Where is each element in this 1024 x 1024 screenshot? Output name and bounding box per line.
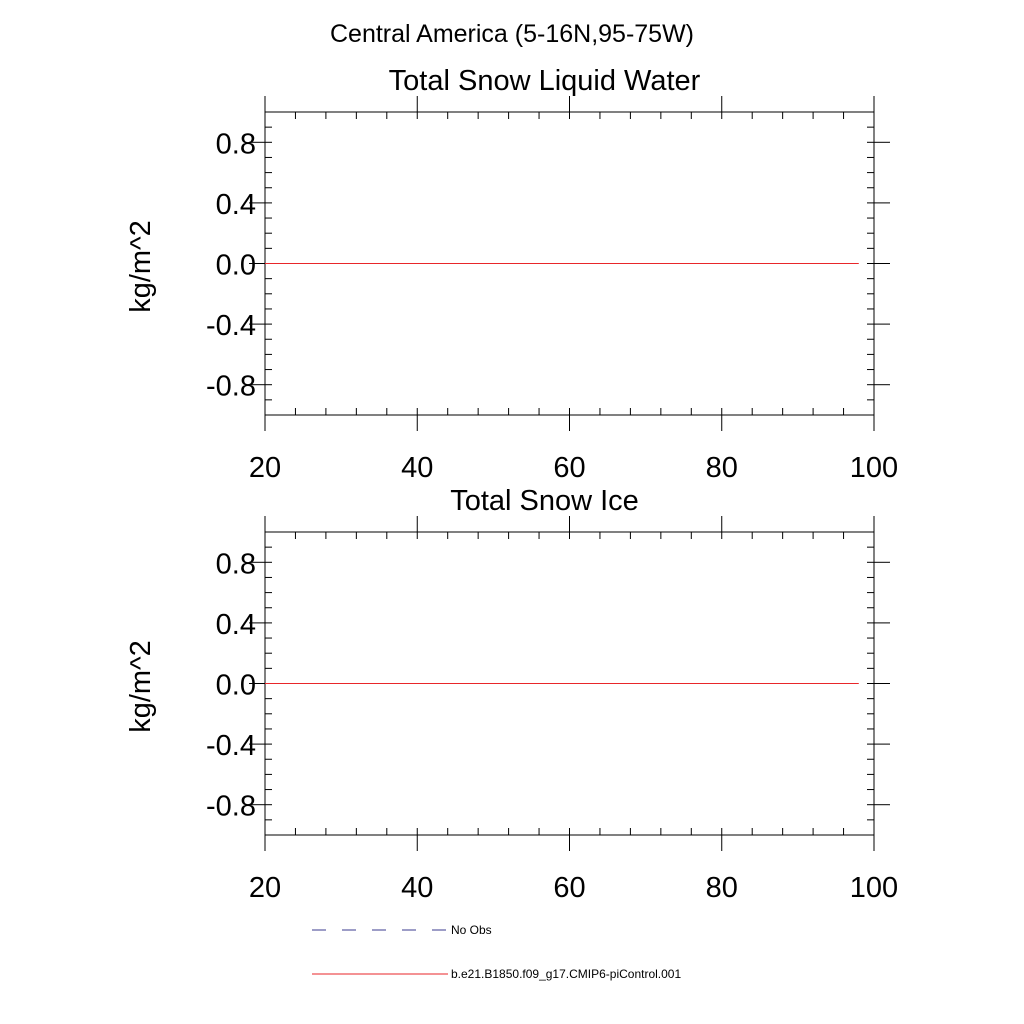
y-tick-label: -0.4: [206, 310, 256, 342]
y-axis-label: kg/m^2: [125, 640, 157, 733]
x-tick-label: 80: [706, 872, 738, 904]
x-tick-label: 60: [553, 452, 585, 484]
x-tick-label: 20: [249, 872, 281, 904]
y-tick-label: -0.4: [206, 730, 256, 762]
x-tick-label: 40: [401, 452, 433, 484]
figure-title: Central America (5-16N,95-75W): [330, 20, 694, 48]
y-axis-label: kg/m^2: [125, 220, 157, 313]
legend-label-model: b.e21.B1850.f09_g17.CMIP6-piControl.001: [451, 967, 681, 981]
legend-label-no-obs: No Obs: [451, 923, 492, 937]
panel-title: Total Snow Ice: [450, 485, 639, 517]
y-tick-label: 0.4: [216, 189, 256, 221]
x-tick-label: 20: [249, 452, 281, 484]
y-tick-label: 0.4: [216, 609, 256, 641]
x-tick-label: 100: [850, 452, 898, 484]
y-tick-label: 0.8: [216, 128, 256, 160]
y-tick-label: -0.8: [206, 791, 256, 823]
chart-panel-snow-ice: Total Snow Ice 0.8 0.4 0.0 -0.4 -0.8 20 40 60 80 1…: [125, 485, 898, 904]
legend: No Obs b.e21.B1850.f09_g17.CMIP6-piContr…: [312, 923, 681, 981]
y-tick-label: -0.8: [206, 371, 256, 403]
x-tick-label: 80: [706, 452, 738, 484]
x-tick-label: 60: [553, 872, 585, 904]
x-tick-label: 40: [401, 872, 433, 904]
panel-title: Total Snow Liquid Water: [389, 65, 701, 97]
x-tick-label: 100: [850, 872, 898, 904]
y-tick-label: 0.8: [216, 548, 256, 580]
chart-panel-snow-liquid-water: Total Snow Liquid Water 0.8 0.4 0.0 -0.4 -0.8…: [125, 65, 898, 484]
y-tick-label: 0.0: [216, 250, 256, 282]
y-tick-label: 0.0: [216, 670, 256, 702]
